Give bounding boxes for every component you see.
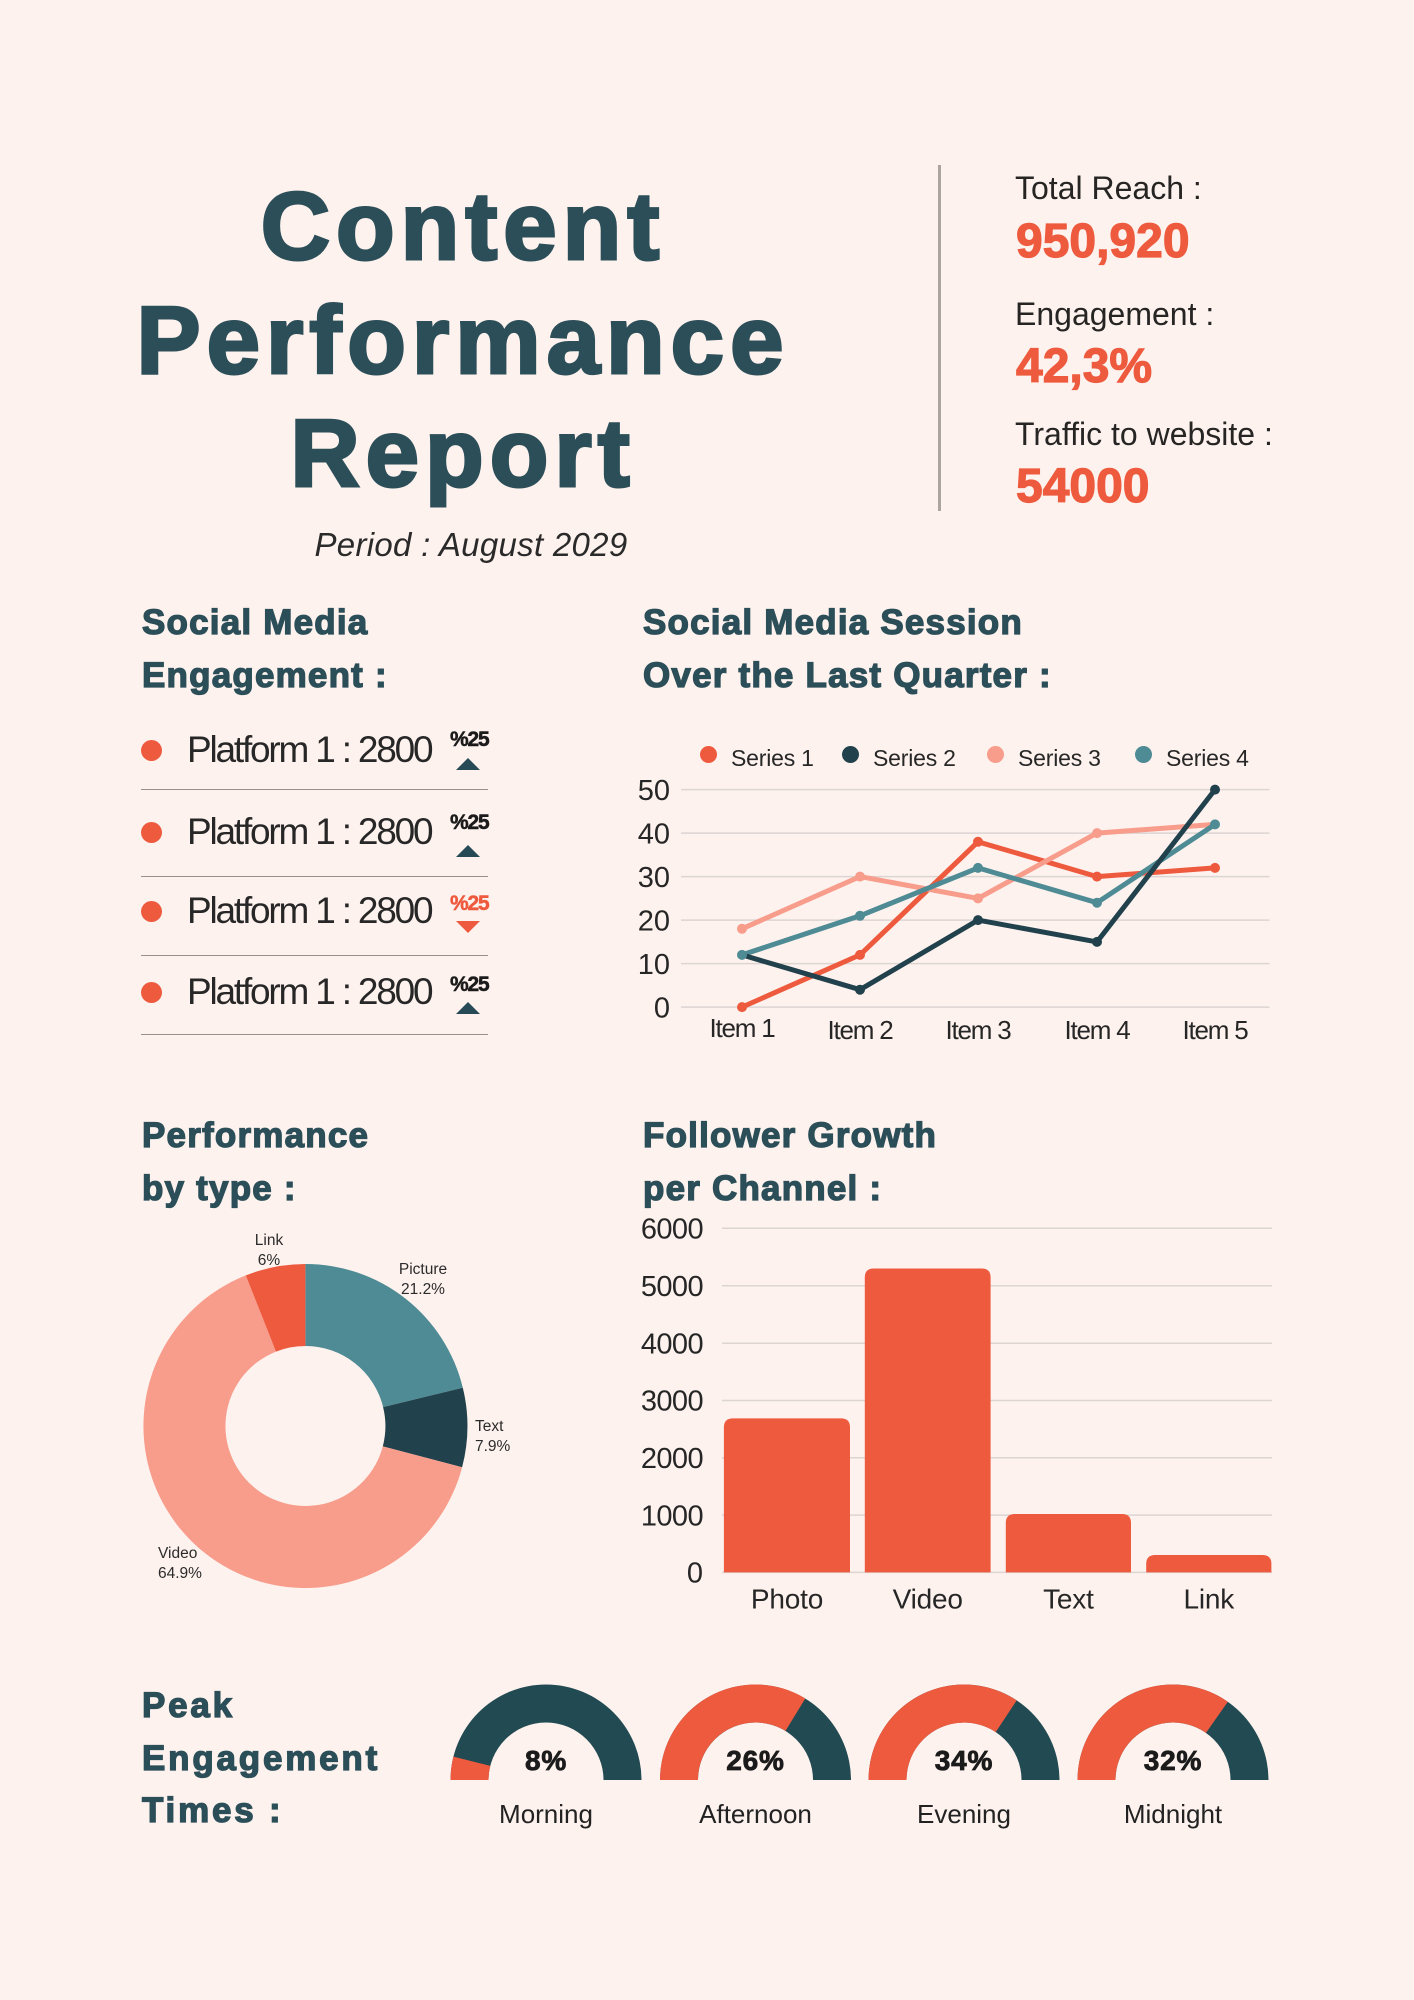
svg-text:0: 0 xyxy=(654,992,670,1024)
svg-text:4000: 4000 xyxy=(641,1328,703,1360)
svg-text:1000: 1000 xyxy=(641,1500,703,1532)
svg-text:Item 5: Item 5 xyxy=(1182,1015,1248,1045)
svg-text:Item 4: Item 4 xyxy=(1064,1015,1130,1045)
svg-text:Item 2: Item 2 xyxy=(827,1015,893,1045)
svg-text:Link: Link xyxy=(1184,1584,1236,1615)
svg-text:3000: 3000 xyxy=(641,1386,703,1418)
svg-text:Photo: Photo xyxy=(751,1584,823,1615)
svg-text:20: 20 xyxy=(638,905,670,937)
svg-text:Text: Text xyxy=(1043,1584,1094,1615)
svg-text:6000: 6000 xyxy=(641,1214,703,1246)
svg-text:10: 10 xyxy=(638,949,670,981)
svg-text:0: 0 xyxy=(687,1558,703,1590)
svg-text:Item 1: Item 1 xyxy=(709,1013,775,1043)
svg-text:Video: Video xyxy=(893,1584,963,1615)
svg-text:Item 3: Item 3 xyxy=(945,1015,1011,1045)
svg-text:40: 40 xyxy=(638,818,670,850)
svg-text:5000: 5000 xyxy=(641,1271,703,1303)
svg-text:50: 50 xyxy=(638,775,670,807)
svg-text:30: 30 xyxy=(638,862,670,894)
svg-text:2000: 2000 xyxy=(641,1443,703,1475)
